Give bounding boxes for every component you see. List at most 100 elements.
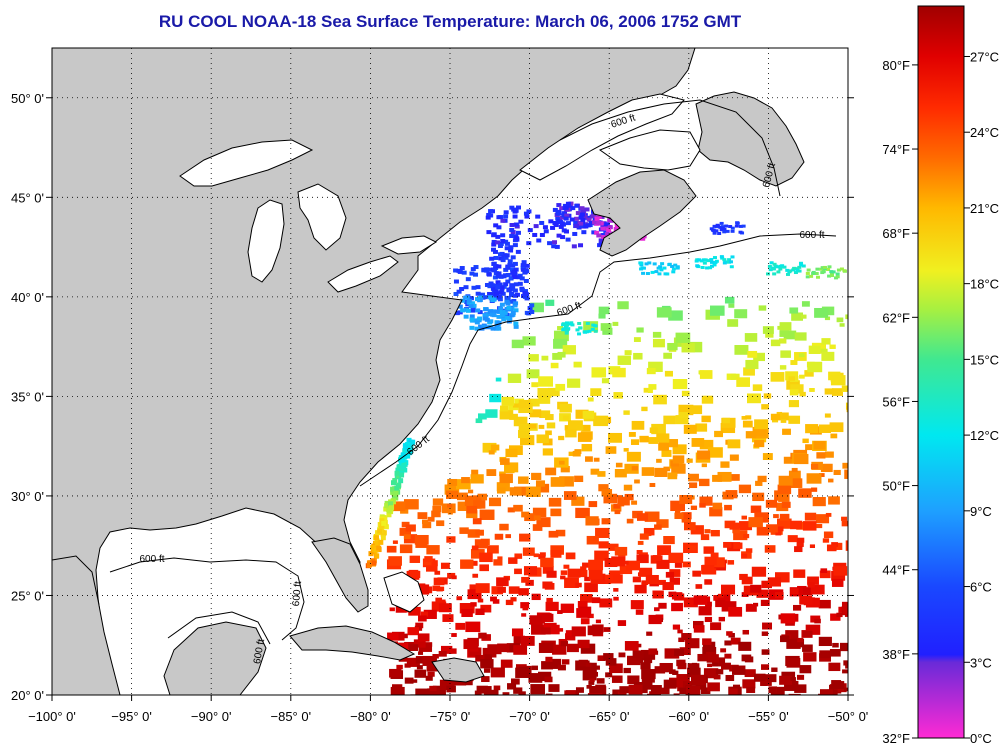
sst-pixel — [493, 559, 503, 566]
sst-pixel — [585, 321, 590, 325]
sst-pixel — [524, 513, 536, 522]
sst-pixel — [791, 312, 804, 321]
sst-pixel — [738, 230, 743, 234]
sst-pixel — [440, 645, 453, 654]
sst-pixel — [607, 225, 613, 230]
sst-pixel — [773, 514, 779, 519]
sst-pixel — [802, 521, 817, 531]
sst-pixel — [786, 638, 801, 649]
sst-pixel — [772, 262, 777, 266]
sst-pixel — [381, 530, 387, 536]
sst-pixel — [520, 602, 530, 609]
sst-pixel — [707, 663, 713, 668]
sst-pixel — [486, 230, 492, 235]
lake-ontario — [380, 235, 438, 255]
sst-pixel — [827, 265, 832, 269]
sst-pixel — [695, 584, 703, 589]
sst-pixel — [492, 249, 498, 254]
sst-pixel — [477, 297, 483, 302]
sst-pixel — [446, 488, 452, 493]
sst-pixel — [464, 495, 480, 507]
sst-pixel — [469, 271, 475, 276]
sst-pixel — [513, 645, 528, 655]
florida-land — [311, 537, 369, 613]
sst-pixel — [652, 555, 661, 561]
sst-pixel — [463, 639, 478, 650]
sst-pixel — [824, 316, 831, 321]
sst-pixel — [526, 241, 532, 246]
sst-pixel — [594, 230, 600, 235]
sst-pixel — [678, 411, 689, 419]
sst-pixel — [593, 329, 598, 333]
sst-pixel — [470, 267, 476, 272]
lat-tick-label: 50° 0' — [11, 91, 44, 106]
lat-tick-label: 30° 0' — [11, 489, 44, 504]
sst-pixel — [806, 473, 822, 484]
sst-pixel — [483, 307, 489, 312]
sst-pixel — [482, 295, 488, 300]
sst-pixel — [639, 533, 649, 540]
sst-pixel — [406, 657, 420, 667]
sst-pixel — [704, 529, 711, 534]
sst-pixel — [545, 693, 553, 695]
sst-pixel — [384, 503, 390, 509]
sst-pixel — [814, 307, 829, 318]
sst-pixel — [526, 369, 540, 379]
sst-pixel — [460, 308, 466, 313]
sst-pixel — [587, 397, 594, 402]
sst-pixel — [374, 553, 380, 559]
sst-pixel — [535, 214, 541, 219]
sst-pixel — [477, 316, 483, 321]
sst-pixel — [493, 255, 499, 260]
sst-pixel — [371, 560, 377, 566]
sst-pixel — [493, 223, 499, 228]
sst-pixel — [545, 601, 559, 612]
sst-pixel — [512, 288, 518, 293]
sst-pixel — [647, 261, 652, 265]
sst-pixel — [830, 613, 841, 621]
sst-pixel — [526, 311, 532, 316]
sst-pixel — [703, 668, 719, 679]
cuba-land — [289, 625, 416, 661]
sst-pixel — [599, 214, 605, 219]
sst-pixel — [379, 518, 385, 524]
sst-pixel — [736, 377, 751, 387]
sst-pixel — [548, 497, 562, 507]
sst-pixel — [560, 575, 566, 580]
sst-pixel — [556, 203, 562, 208]
sst-pixel — [830, 433, 838, 439]
sst-pixel — [471, 469, 479, 475]
sst-pixel — [500, 239, 506, 244]
sst-pixel — [722, 258, 727, 262]
sst-pixel — [683, 424, 697, 434]
sst-pixel — [676, 674, 690, 684]
sst-pixel — [584, 207, 590, 212]
sst-pixel — [800, 314, 807, 319]
sst-pixel — [513, 321, 519, 326]
sst-pixel — [588, 680, 595, 685]
sst-pixel — [778, 475, 793, 486]
sst-pixel — [794, 546, 803, 553]
sst-pixel — [509, 413, 518, 420]
sst-pixel — [455, 622, 466, 630]
sst-pixel — [578, 221, 584, 226]
sst-pixel — [738, 641, 752, 651]
sst-pixel — [576, 608, 591, 618]
sst-pixel — [497, 297, 503, 302]
sst-pixel — [564, 331, 569, 335]
sst-pixel — [687, 667, 701, 678]
sst-pixel — [558, 224, 564, 229]
sst-pixel — [593, 665, 600, 670]
sst-pixel — [765, 499, 778, 508]
sst-pixel — [802, 438, 809, 444]
sst-pixel — [738, 484, 752, 494]
sst-pixel — [591, 230, 597, 235]
sst-pixel — [774, 572, 790, 583]
sst-pixel — [814, 618, 821, 624]
sst-pixel — [739, 521, 753, 531]
sst-pixel — [415, 622, 424, 629]
sst-pixel — [503, 255, 509, 260]
sst-pixel — [831, 542, 839, 547]
sst-pixel — [609, 663, 623, 674]
sst-pixel — [560, 603, 575, 613]
